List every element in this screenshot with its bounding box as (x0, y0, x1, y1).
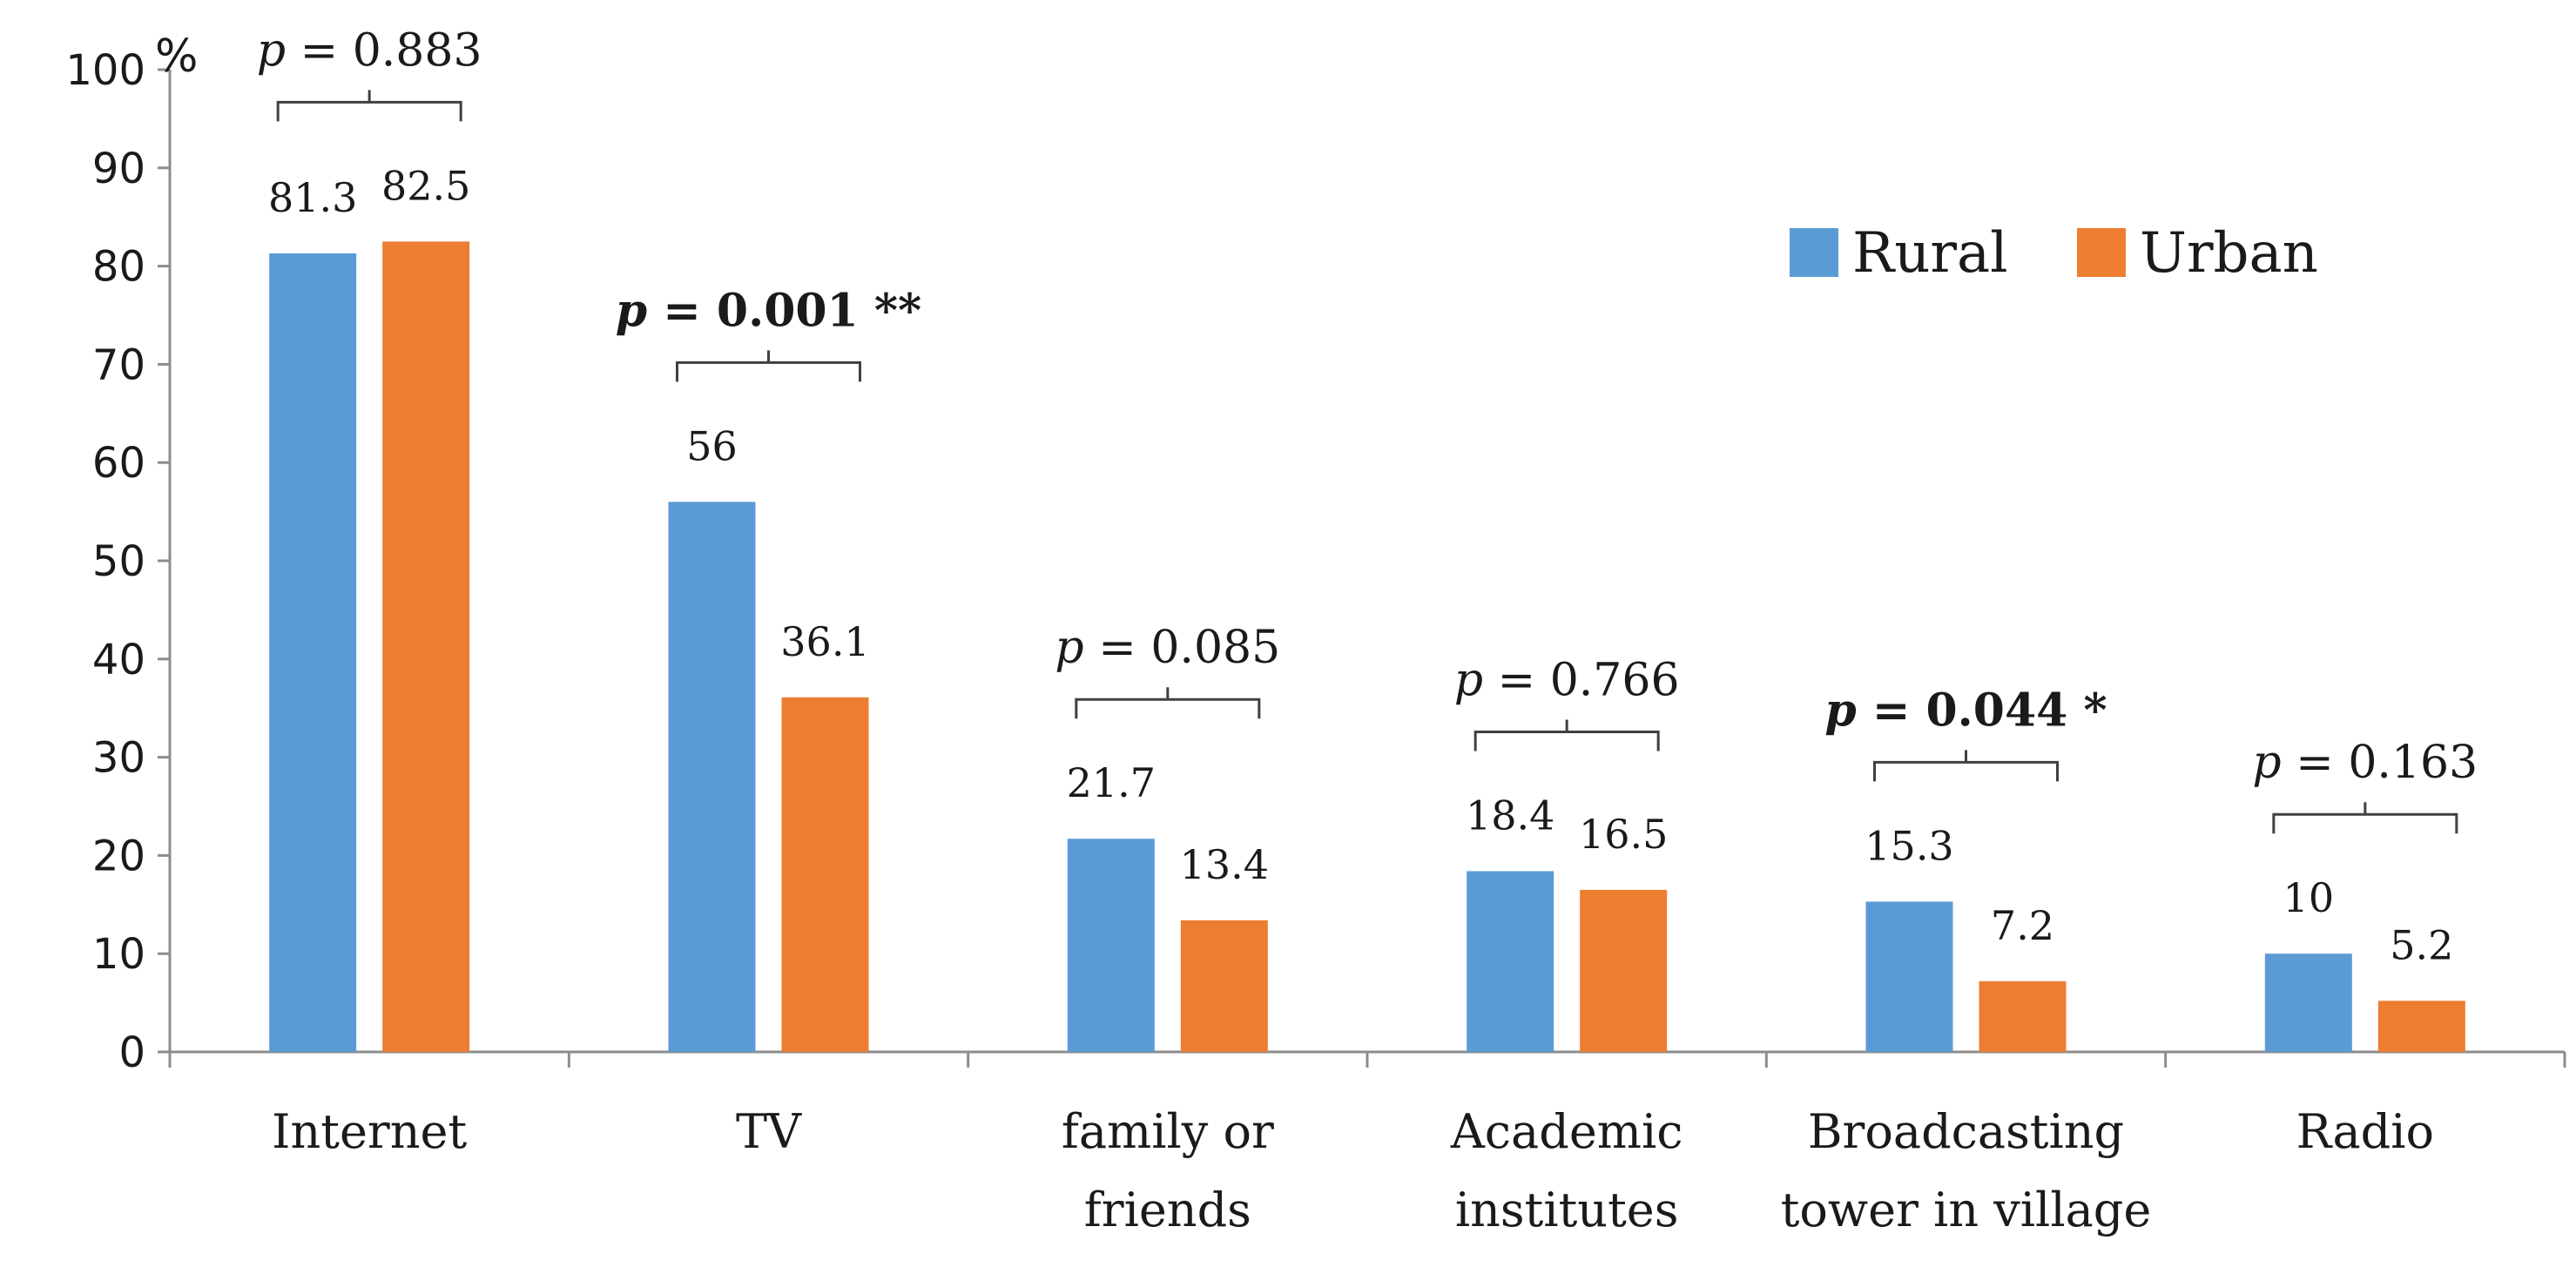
p-value-text: = 0.085 (1084, 622, 1281, 674)
x-category-label: family or (1062, 1104, 1274, 1159)
bar-urban (1979, 981, 2067, 1052)
data-labels: 81.3 82.5 56 36.1 21.7 13.4 18.4 16.5 15.3 7.2 10 5… (268, 162, 2453, 968)
data-label-rural: 21.7 (1067, 759, 1156, 806)
p-symbol: p (2252, 737, 2281, 789)
data-label-rural: 10 (2283, 874, 2335, 921)
y-tick-label: 0 (118, 1028, 145, 1077)
p-value-label: p = 0.163 (2252, 737, 2478, 789)
y-tick-label: 50 (92, 537, 145, 586)
bar-urban (382, 241, 470, 1052)
y-tick-label: 60 (92, 439, 145, 488)
p-value-label: p = 0.044 * (1824, 684, 2107, 737)
legend-label-rural: Rural (1852, 221, 2008, 286)
legend-swatch-rural (1790, 228, 1838, 277)
y-axis: 0 10 20 30 40 50 60 70 80 90 100% (65, 30, 198, 1077)
x-category-label: TV (736, 1104, 802, 1159)
y-tick-label: 80 (92, 243, 145, 292)
data-label-rural: 18.4 (1466, 792, 1554, 839)
x-axis: Internet TV family or friends Academic instit… (168, 1050, 2566, 1237)
y-tick-label: 100 (65, 46, 145, 95)
y-tick-label: 30 (92, 734, 145, 783)
y-tick-label: 70 (92, 340, 145, 389)
p-value-text: = 0.766 (1483, 654, 1680, 706)
x-category-label: Broadcasting (1808, 1104, 2124, 1159)
data-label-rural: 15.3 (1865, 822, 1953, 869)
p-value-text: = 0.883 (286, 24, 482, 77)
legend-label-urban: Urban (2140, 221, 2318, 286)
bar-urban (781, 697, 869, 1052)
data-label-rural: 81.3 (268, 174, 357, 221)
data-label-rural: 56 (686, 422, 738, 469)
significance-bracket (1473, 719, 1660, 751)
x-category-label: Internet (272, 1104, 467, 1159)
bar-urban (2377, 1001, 2465, 1052)
data-label-urban: 82.5 (381, 162, 470, 209)
bar-rural (1467, 871, 1554, 1052)
p-symbol: p (1055, 622, 1083, 674)
p-value-label: p = 0.085 (1055, 622, 1280, 674)
y-tick-label: 40 (92, 636, 145, 684)
bar-rural (668, 502, 756, 1052)
significance-bracket (1873, 750, 2059, 782)
significance-bracket (2272, 802, 2458, 834)
bar-urban (1180, 920, 1268, 1052)
significance-bracket (1075, 687, 1261, 719)
data-label-urban: 36.1 (780, 618, 869, 665)
data-label-urban: 13.4 (1180, 841, 1269, 888)
bar-rural (1865, 901, 1953, 1052)
p-symbol: p (1454, 654, 1483, 706)
p-value-text: = 0.001 ** (647, 284, 921, 337)
p-value-label: p = 0.766 (1454, 654, 1680, 706)
significance-bracket (276, 90, 462, 122)
data-label-urban: 5.2 (2390, 921, 2453, 968)
y-tick-label: 90 (92, 145, 145, 193)
data-label-urban: 7.2 (1991, 902, 2054, 949)
x-category-label: institutes (1455, 1183, 1679, 1237)
bars (269, 241, 2465, 1052)
y-tick-label: 10 (92, 930, 145, 979)
p-symbol: p (616, 284, 647, 337)
bar-rural (1067, 839, 1155, 1052)
data-label-urban: 16.5 (1579, 811, 1668, 858)
bar-urban (1580, 889, 1668, 1052)
x-category-label: tower in village (1781, 1183, 2152, 1237)
y-unit-label: % (155, 30, 198, 83)
x-category-label: Academic (1450, 1104, 1683, 1159)
p-value-label: p = 0.883 (257, 24, 482, 77)
x-category-label: Radio (2296, 1104, 2434, 1159)
bar-rural (2264, 954, 2352, 1052)
p-symbol: p (257, 24, 286, 77)
legend: Rural Urban (1790, 221, 2318, 286)
bar-rural (269, 253, 357, 1052)
x-category-label: friends (1084, 1183, 1251, 1237)
p-value-text: = 0.044 * (1857, 684, 2107, 737)
p-value-label: p = 0.001 ** (616, 284, 921, 337)
p-symbol: p (1824, 684, 1856, 737)
significance-bracket (676, 350, 861, 382)
legend-swatch-urban (2077, 228, 2126, 277)
p-value-text: = 0.163 (2282, 737, 2478, 789)
y-tick-label: 20 (92, 832, 145, 880)
